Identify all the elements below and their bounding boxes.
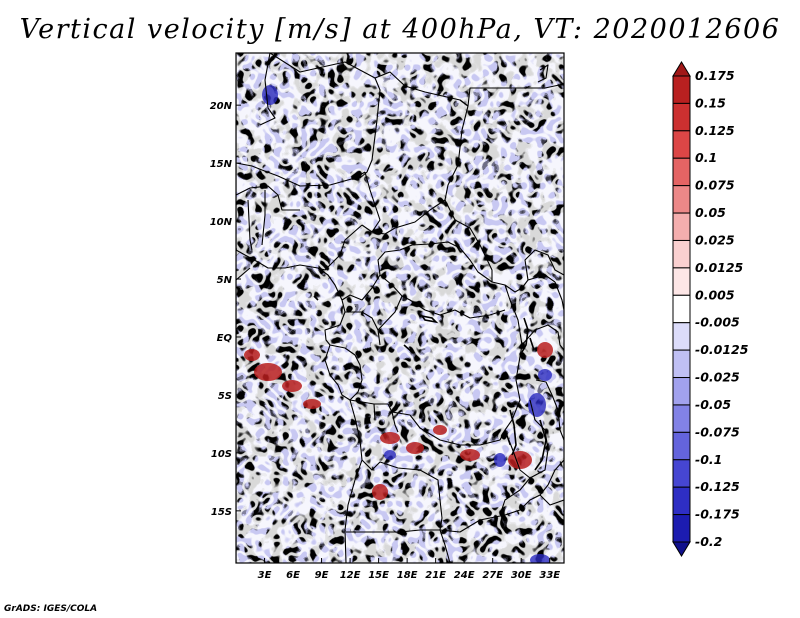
colorbar-min-arrow — [672, 541, 691, 557]
colorbar-label: -0.1 — [695, 452, 722, 467]
colorbar-label: -0.175 — [695, 507, 740, 522]
colorbar-label: 0.1 — [695, 150, 717, 165]
lat-tick-label: 10S — [211, 449, 232, 460]
colorbar-label: -0.05 — [695, 397, 731, 412]
colorbar-swatch — [672, 157, 691, 187]
colorbar-swatch — [672, 349, 691, 379]
colorbar-label: 0.025 — [695, 232, 735, 247]
lat-tick-label: 10N — [210, 217, 233, 228]
colorbar-swatch — [672, 377, 691, 406]
lon-tick-label: 12E — [340, 570, 361, 581]
colorbar-swatch — [672, 459, 691, 488]
colorbar-label: 0.15 — [695, 95, 726, 110]
colorbar-label: 0.0125 — [695, 260, 744, 275]
map-frame — [235, 52, 565, 564]
colorbar-label: -0.0125 — [695, 342, 749, 357]
colorbar-max-arrow — [672, 61, 691, 77]
colorbar-swatch — [672, 294, 691, 324]
lat-tick-label: 5S — [218, 391, 232, 402]
lat-tick-label: EQ — [217, 333, 233, 344]
colorbar-swatch — [672, 185, 691, 214]
colorbar-swatch — [672, 130, 691, 159]
lat-tick-label: 5N — [217, 275, 233, 286]
colorbar-label: 0.075 — [695, 178, 735, 193]
colorbar: 0.175 0.15 0.125 0.1 0.075 0.05 0.025 0.0125 0.0… — [672, 61, 749, 557]
colorbar-label: -0.025 — [695, 370, 740, 385]
lon-tick-label: 15E — [368, 570, 389, 581]
grads-credit: GrADS: IGES/COLA — [4, 604, 98, 614]
colorbar-label: 0.175 — [695, 68, 735, 83]
colorbar-swatch — [672, 267, 691, 296]
lon-tick-label: 30E — [511, 570, 532, 581]
lon-tick-label: 27E — [482, 570, 503, 581]
colorbar-swatch — [672, 239, 691, 269]
colorbar-swatch — [672, 102, 691, 132]
colorbar-label: -0.2 — [695, 534, 722, 549]
colorbar-swatch — [672, 431, 691, 461]
latitude-axis: 20N 15N 10N 5N EQ 5S 10S 15S — [210, 101, 241, 518]
colorbar-swatch — [672, 404, 691, 433]
lon-tick-label: 33E — [539, 570, 560, 581]
lon-tick-label: 6E — [286, 570, 300, 581]
lon-tick-label: 21E — [425, 570, 446, 581]
map-title: Vertical velocity [m/s] at 400hPa, VT: 2… — [19, 14, 781, 45]
lon-tick-label: 9E — [315, 570, 329, 581]
colorbar-label: 0.125 — [695, 123, 735, 138]
colorbar-label: -0.125 — [695, 479, 740, 494]
colorbar-swatch — [672, 514, 691, 543]
lat-tick-label: 15S — [211, 507, 232, 518]
lon-tick-label: 18E — [397, 570, 418, 581]
longitude-axis: 3E 6E 9E 12E 15E 18E 21E 24E 27E 30E 33E — [258, 558, 560, 581]
colorbar-swatch — [672, 322, 691, 351]
colorbar-label: 0.05 — [695, 205, 726, 220]
colorbar-label: 0.005 — [695, 287, 735, 302]
lat-tick-label: 20N — [210, 101, 233, 112]
lat-tick-label: 15N — [210, 159, 233, 170]
colorbar-swatch — [672, 212, 691, 241]
colorbar-label: -0.005 — [695, 315, 740, 330]
velocity-field — [236, 53, 564, 563]
colorbar-swatch — [672, 75, 691, 104]
lon-tick-label: 24E — [454, 570, 475, 581]
lon-tick-label: 3E — [258, 570, 272, 581]
country-borders — [236, 53, 564, 563]
map-figure: 20N 15N 10N 5N EQ 5S 10S 15S 3E 6E 9E 12E 15E 18E 21E… — [210, 52, 749, 581]
lake-outlines — [313, 295, 547, 471]
colorbar-swatch — [672, 486, 691, 516]
colorbar-label: -0.075 — [695, 424, 740, 439]
